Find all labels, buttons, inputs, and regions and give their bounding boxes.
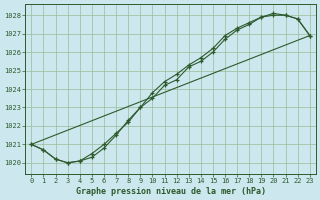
X-axis label: Graphe pression niveau de la mer (hPa): Graphe pression niveau de la mer (hPa) bbox=[76, 187, 266, 196]
